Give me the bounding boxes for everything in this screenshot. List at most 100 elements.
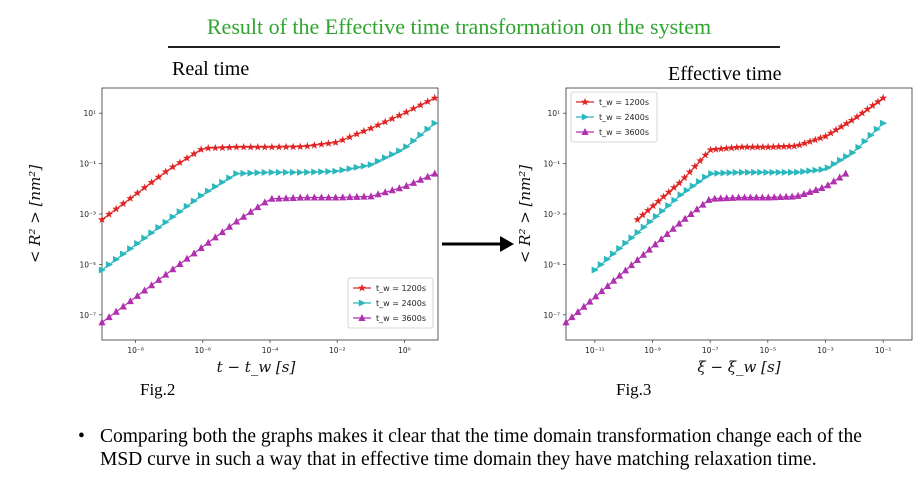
data-point (701, 150, 710, 159)
data-point (706, 145, 715, 154)
left-figure-caption: Fig.2 (140, 380, 176, 399)
data-point (247, 169, 255, 177)
data-point (134, 239, 142, 247)
data-point (161, 167, 170, 176)
data-point (296, 142, 305, 151)
data-point (824, 164, 832, 172)
data-point (858, 108, 867, 117)
data-point (649, 201, 658, 210)
y-tick-label: 10⁻¹ (79, 160, 96, 169)
x-tick-label: 10⁻⁷ (702, 346, 719, 355)
data-point (699, 200, 707, 208)
y-tick-label: 10⁻⁷ (543, 311, 560, 320)
y-axis-label: < R² > [nm²] (516, 165, 534, 263)
data-point (345, 132, 354, 141)
data-point (98, 318, 106, 326)
data-point (430, 93, 439, 102)
data-point (247, 207, 255, 215)
data-point (317, 193, 326, 201)
slide-title: Result of the Effective time transformat… (206, 14, 712, 39)
data-point (261, 169, 269, 177)
data-point (303, 193, 311, 201)
data-point (120, 250, 128, 258)
data-point (795, 140, 804, 149)
legend-label: t_w = 1200s (599, 98, 649, 107)
data-point (671, 196, 679, 204)
data-point (289, 168, 298, 176)
data-point (112, 307, 120, 315)
legend-marker (581, 97, 589, 106)
x-tick-label: 10⁻² (329, 346, 346, 355)
series-3 (98, 169, 439, 326)
legend: t_w = 1200s t_w = 2400s t_w = 3600s (347, 277, 434, 329)
data-point (659, 192, 668, 201)
data-point (360, 192, 368, 200)
data-point (764, 142, 773, 151)
data-point (232, 142, 241, 151)
data-point (162, 218, 170, 226)
data-point (218, 228, 226, 236)
data-point (615, 271, 624, 279)
data-point (310, 193, 318, 201)
data-point (374, 157, 383, 165)
data-point (603, 255, 612, 263)
y-tick-label: 10⁻¹ (543, 160, 560, 169)
data-point (119, 302, 127, 310)
data-point (289, 193, 297, 201)
data-point (367, 192, 375, 200)
y-tick-label: 10¹ (547, 109, 560, 118)
data-point (769, 168, 777, 176)
y-tick-label: 10⁻³ (543, 210, 560, 219)
data-point (790, 141, 799, 150)
data-point (738, 168, 747, 176)
data-point (246, 142, 255, 151)
data-point (296, 193, 304, 201)
data-point (332, 193, 340, 201)
data-point (681, 214, 689, 222)
legend-marker (581, 113, 589, 121)
data-point (832, 125, 841, 134)
data-point (289, 142, 298, 151)
data-point (148, 229, 156, 237)
data-point (873, 97, 882, 106)
data-point (381, 154, 390, 162)
data-point (119, 199, 128, 208)
data-point (782, 192, 790, 200)
x-tick-label: 10⁻⁶ (195, 346, 212, 355)
data-point (670, 183, 678, 191)
data-point (197, 244, 205, 252)
data-point (645, 245, 653, 253)
chart-2: 10⁻¹¹ 10⁻⁹ 10⁻⁷ 10⁻⁵ 10⁻³ 10⁻¹ 10⁻⁷ 10⁻⁵ 10⁻³ 10⁻… (516, 87, 913, 376)
data-point (353, 192, 361, 200)
legend-marker (358, 314, 366, 321)
data-point (424, 172, 432, 180)
data-point (176, 259, 184, 267)
data-point (669, 224, 677, 232)
data-point (769, 142, 778, 151)
data-point (416, 175, 425, 183)
data-point (204, 238, 212, 246)
data-point (776, 193, 784, 201)
data-point (574, 307, 582, 315)
data-point (800, 139, 809, 147)
data-point (233, 170, 241, 178)
left-heading: Real time (172, 58, 250, 80)
data-point (794, 168, 802, 176)
data-point (788, 192, 796, 200)
data-point (816, 133, 825, 142)
data-point (610, 250, 618, 258)
data-point (98, 266, 106, 274)
data-point (268, 168, 276, 176)
data-point (690, 162, 699, 170)
data-point (325, 167, 333, 175)
data-point (424, 125, 432, 133)
data-point (752, 193, 761, 201)
data-point (367, 124, 375, 132)
data-point (794, 191, 802, 199)
data-point (211, 143, 220, 152)
data-point (105, 261, 114, 269)
data-point (297, 168, 305, 176)
legend-label: t_w = 2400s (599, 113, 649, 122)
data-point (591, 266, 599, 274)
data-point (239, 212, 248, 220)
